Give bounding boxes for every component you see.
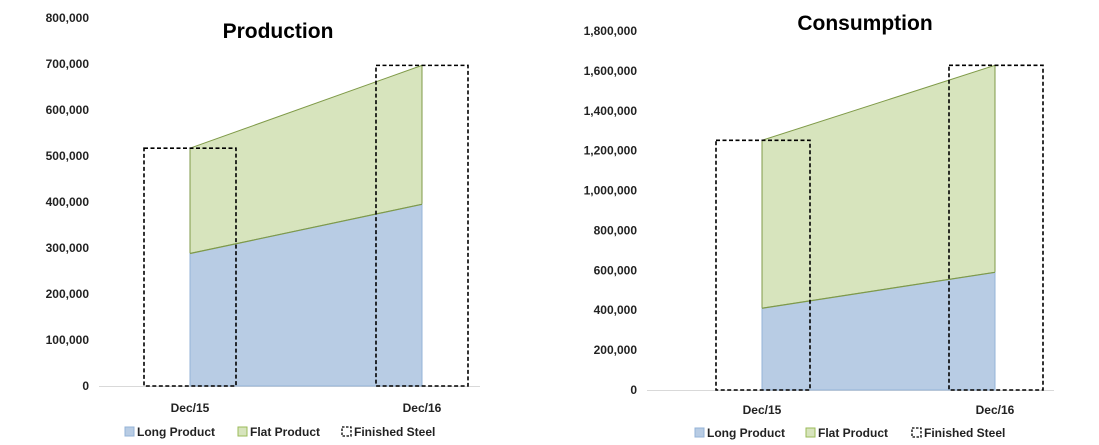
legend-label: Finished Steel	[354, 425, 435, 439]
y-tick-label: 800,000	[594, 223, 638, 237]
legend-swatch	[694, 427, 705, 438]
y-tick-label: 600,000	[594, 263, 638, 277]
finished-steel-box	[948, 64, 1044, 391]
y-tick-label: 700,000	[46, 57, 90, 71]
legend-swatch	[124, 426, 135, 437]
y-tick-label: 1,200,000	[584, 144, 638, 158]
y-tick-label: 500,000	[46, 149, 90, 163]
y-tick-label: 600,000	[46, 103, 90, 117]
chart-1: 0 200,000 400,000 600,000 800,000 1,000,000 1,…	[584, 12, 1054, 440]
chart-title: Consumption	[797, 12, 932, 35]
y-tick-label: 400,000	[46, 195, 90, 209]
legend-swatch	[805, 427, 816, 438]
y-tick-label: 1,000,000	[584, 184, 638, 198]
y-tick-label: 400,000	[594, 303, 638, 317]
x-category-label: Dec/15	[171, 401, 210, 415]
finished-steel-box	[143, 147, 237, 387]
y-tick-label: 0	[82, 379, 89, 393]
flat-product-area	[761, 64, 996, 309]
chart-0: 0 100,000 200,000 300,000 400,000 500,000 600,…	[46, 11, 480, 439]
finished-steel-box	[715, 139, 811, 391]
legend-swatch	[341, 426, 352, 437]
legend-label: Long Product	[137, 425, 215, 439]
y-tick-label: 1,800,000	[584, 24, 638, 38]
y-tick-label: 200,000	[46, 287, 90, 301]
legend-label: Long Product	[707, 426, 785, 440]
x-category-label: Dec/15	[743, 403, 782, 417]
y-tick-label: 200,000	[594, 343, 638, 357]
series-boundary-line	[189, 203, 423, 255]
legend-swatch	[237, 426, 248, 437]
legend-label: Flat Product	[250, 425, 320, 439]
y-tick-label: 100,000	[46, 333, 90, 347]
legend-swatch	[911, 427, 922, 438]
y-tick-label: 1,400,000	[584, 104, 638, 118]
finished-steel-box	[375, 64, 469, 387]
y-tick-label: 800,000	[46, 11, 90, 25]
y-tick-label: 0	[630, 383, 637, 397]
chart-title: Production	[223, 20, 334, 43]
y-tick-label: 300,000	[46, 241, 90, 255]
series-boundary-line	[761, 271, 996, 309]
y-tick-label: 1,600,000	[584, 64, 638, 78]
legend-label: Flat Product	[818, 426, 888, 440]
x-category-label: Dec/16	[403, 401, 442, 415]
legend-label: Finished Steel	[924, 426, 1005, 440]
x-category-label: Dec/16	[976, 403, 1015, 417]
